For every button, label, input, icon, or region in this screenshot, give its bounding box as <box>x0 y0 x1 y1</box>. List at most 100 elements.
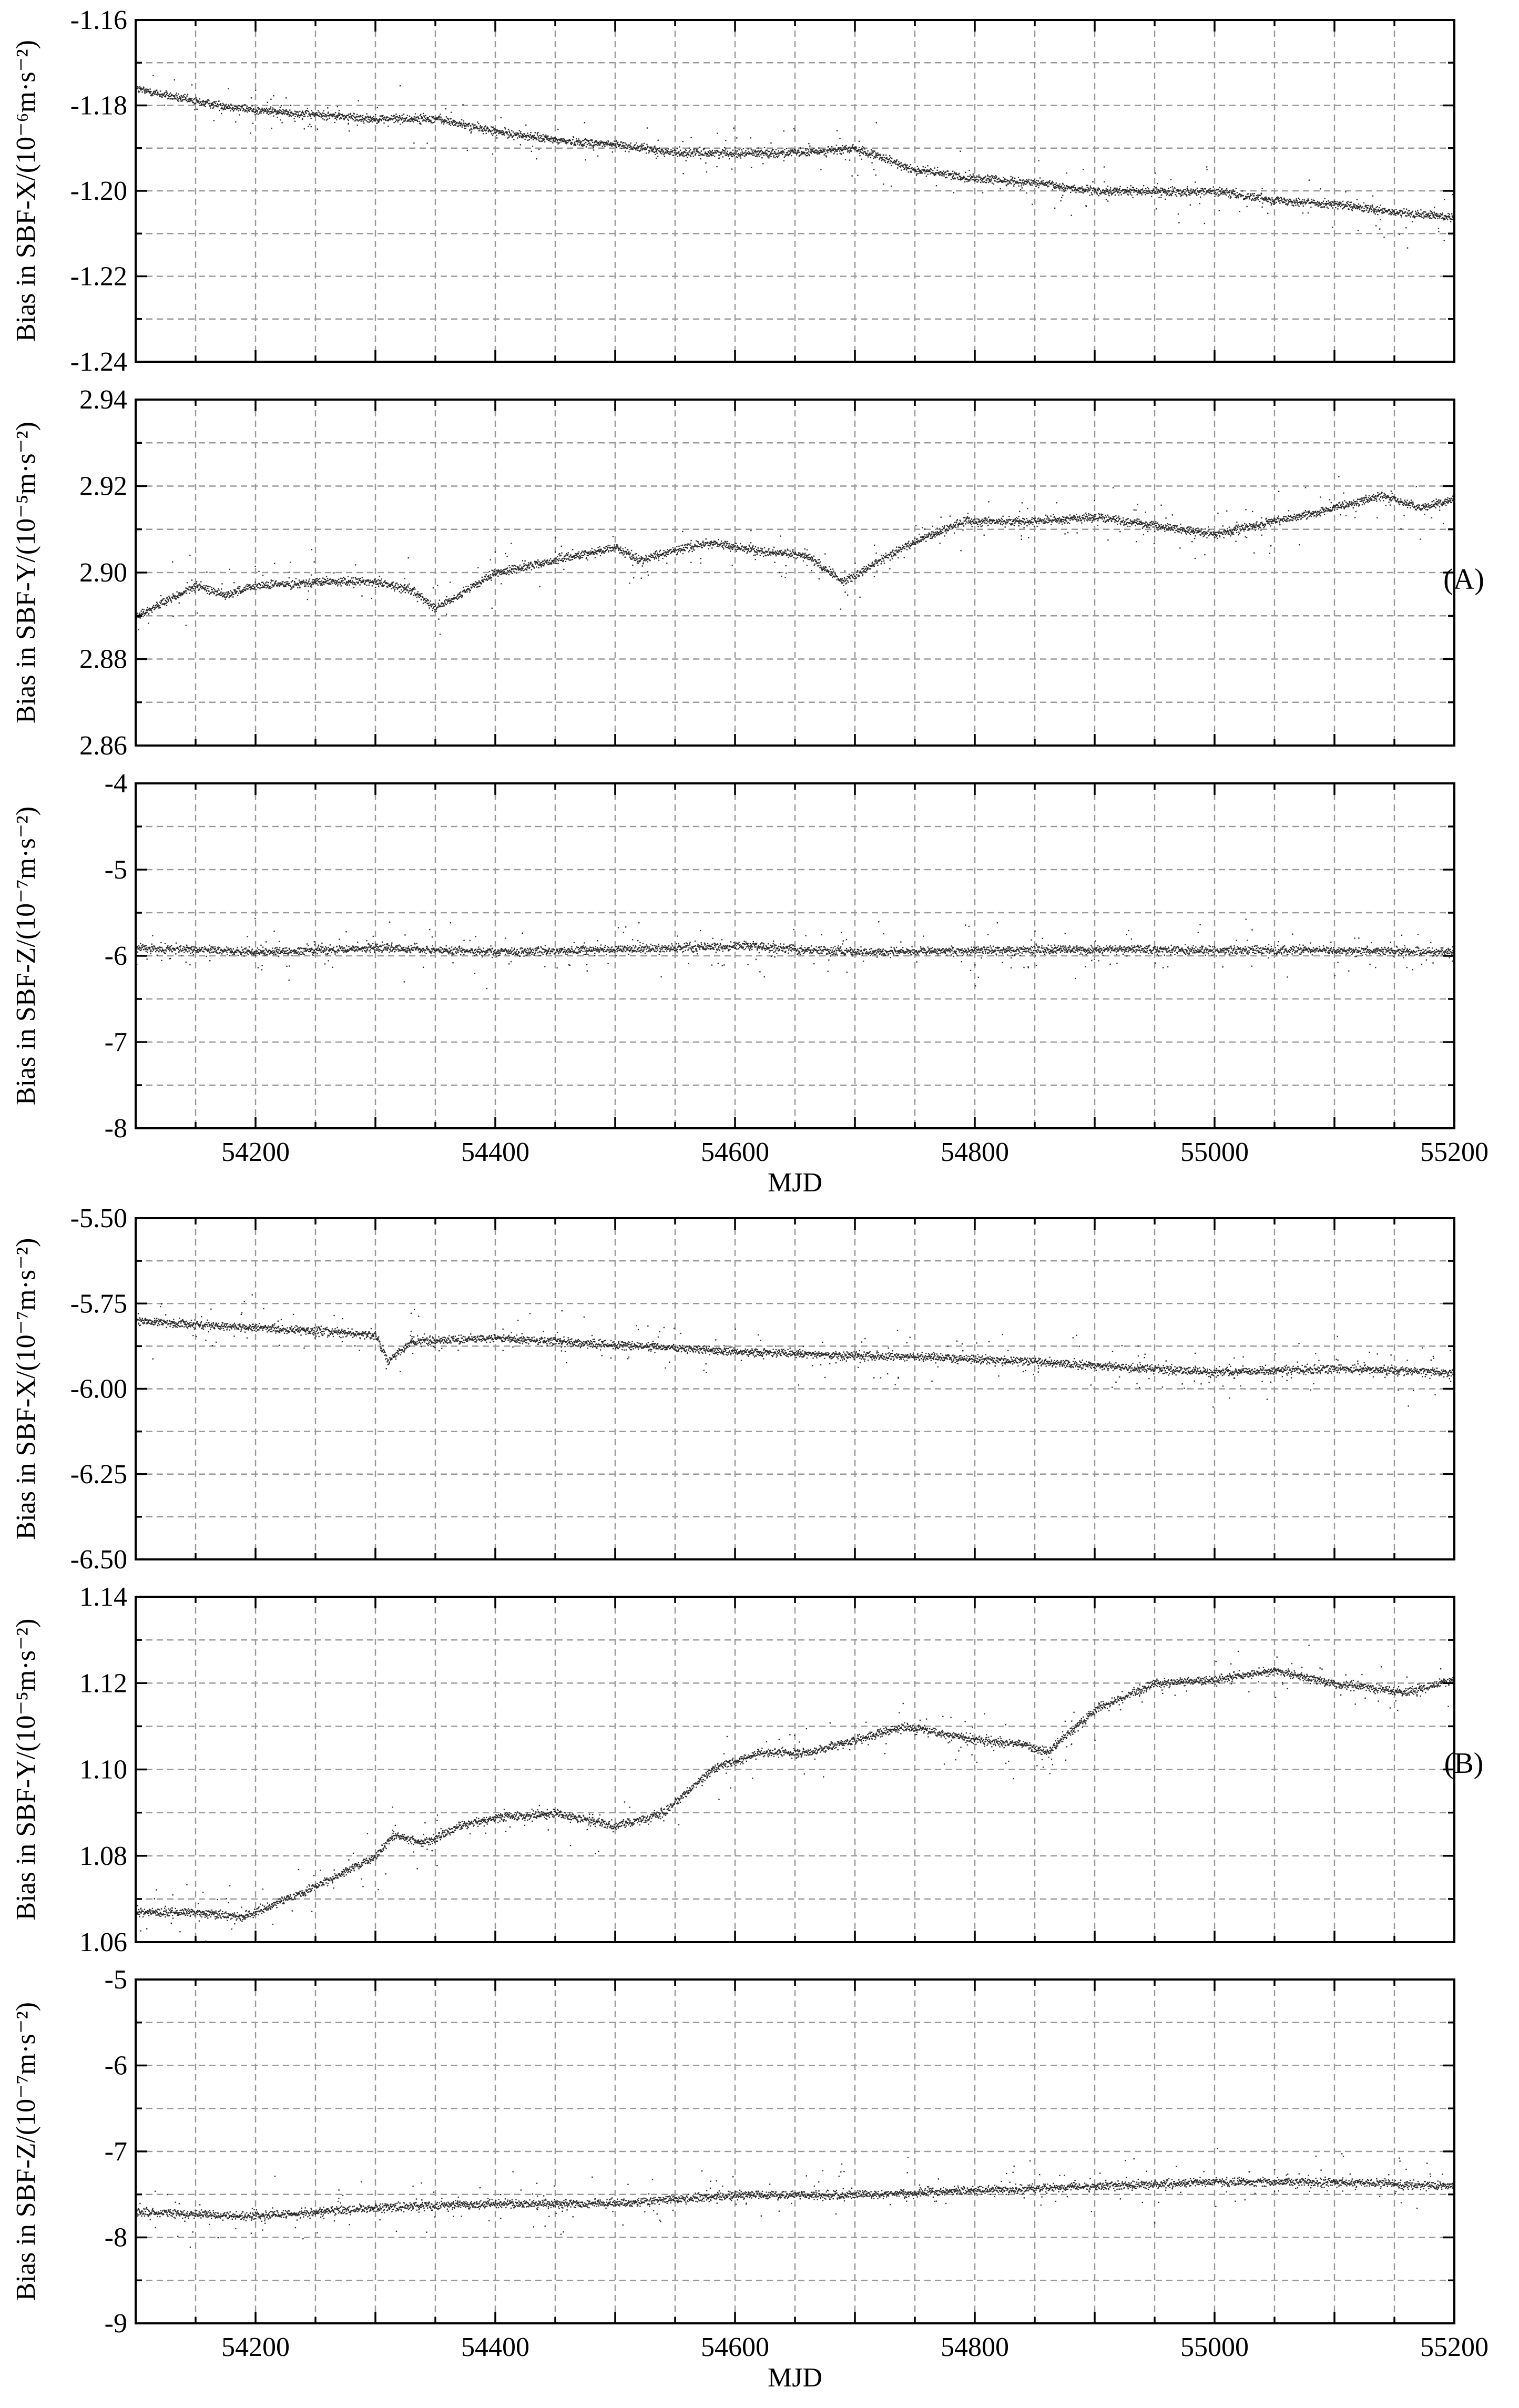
data-point <box>683 151 685 153</box>
data-point <box>237 587 238 589</box>
data-point <box>267 101 268 103</box>
data-point <box>758 156 760 157</box>
data-point <box>396 587 397 588</box>
data-point <box>836 130 838 131</box>
data-point <box>1200 190 1201 191</box>
data-point <box>407 584 409 586</box>
data-point <box>933 174 935 175</box>
data-point <box>344 116 346 118</box>
data-point <box>634 147 636 149</box>
data-point <box>1035 186 1037 187</box>
data-point <box>298 113 299 115</box>
data-point <box>741 154 743 156</box>
data-point <box>428 120 430 123</box>
data-point <box>212 102 213 104</box>
data-point <box>464 125 466 127</box>
data-point <box>1226 194 1227 196</box>
data-point <box>178 593 179 595</box>
data-point <box>858 148 859 150</box>
data-point <box>1438 216 1440 218</box>
data-point <box>1153 191 1155 193</box>
data-point <box>1302 199 1303 200</box>
data-point <box>688 154 689 156</box>
data-point <box>217 103 218 105</box>
data-point <box>822 151 824 153</box>
data-point <box>906 164 908 166</box>
data-point <box>697 151 699 152</box>
data-point <box>376 580 378 581</box>
data-point <box>298 579 300 581</box>
data-point <box>675 154 677 156</box>
data-point <box>508 130 510 132</box>
data-point <box>378 120 379 122</box>
data-point <box>810 152 812 154</box>
data-point <box>1261 193 1262 195</box>
data-point <box>593 145 595 147</box>
data-point <box>936 169 938 171</box>
data-point <box>458 592 461 594</box>
data-point <box>699 155 700 156</box>
data-point <box>229 105 230 107</box>
data-point <box>809 145 811 147</box>
data-point <box>538 140 541 142</box>
data-point <box>1446 219 1449 221</box>
data-point <box>926 170 929 172</box>
data-point <box>1151 190 1153 191</box>
data-point <box>777 156 779 157</box>
data-point <box>594 144 596 146</box>
data-point <box>1186 195 1188 197</box>
data-point <box>733 127 735 129</box>
data-point <box>325 116 327 118</box>
data-point <box>351 115 353 116</box>
data-point <box>263 586 265 588</box>
data-point <box>554 141 556 142</box>
data-point <box>271 127 272 129</box>
data-point <box>1374 213 1377 215</box>
data-point <box>238 588 240 589</box>
data-point <box>178 93 179 95</box>
data-point <box>773 156 774 158</box>
data-point <box>190 100 192 101</box>
data-point <box>1410 212 1412 214</box>
data-point <box>333 114 334 116</box>
data-point <box>1271 201 1273 202</box>
data-point <box>522 137 524 139</box>
data-point <box>358 578 360 579</box>
data-point <box>1037 183 1039 185</box>
data-point <box>518 133 519 135</box>
data-point <box>1007 183 1009 185</box>
data-point <box>596 144 597 146</box>
data-point <box>1273 203 1275 205</box>
data-point <box>1196 195 1198 196</box>
data-point <box>1338 205 1340 206</box>
data-point <box>192 101 195 103</box>
data-point <box>755 156 757 157</box>
data-point <box>1342 203 1344 205</box>
data-point <box>876 155 879 157</box>
y-tick-label: -1.16 <box>70 5 127 35</box>
data-point <box>502 132 503 134</box>
data-point <box>995 175 997 177</box>
data-point <box>708 155 709 157</box>
data-point <box>163 94 165 96</box>
data-point <box>1070 186 1072 188</box>
data-point <box>1364 210 1365 211</box>
data-point <box>190 98 192 100</box>
data-point <box>644 149 646 150</box>
data-point <box>419 120 420 123</box>
data-point <box>166 596 168 598</box>
data-point <box>721 151 723 152</box>
data-point <box>547 140 549 141</box>
data-point <box>460 125 462 127</box>
data-point <box>231 107 233 109</box>
data-point <box>1413 216 1415 218</box>
data-point <box>584 122 585 124</box>
data-point <box>485 125 486 127</box>
data-point <box>203 105 205 107</box>
data-point <box>378 121 380 123</box>
data-point <box>181 594 182 595</box>
data-point <box>177 596 178 598</box>
data-point <box>841 153 842 155</box>
data-point <box>222 109 224 110</box>
